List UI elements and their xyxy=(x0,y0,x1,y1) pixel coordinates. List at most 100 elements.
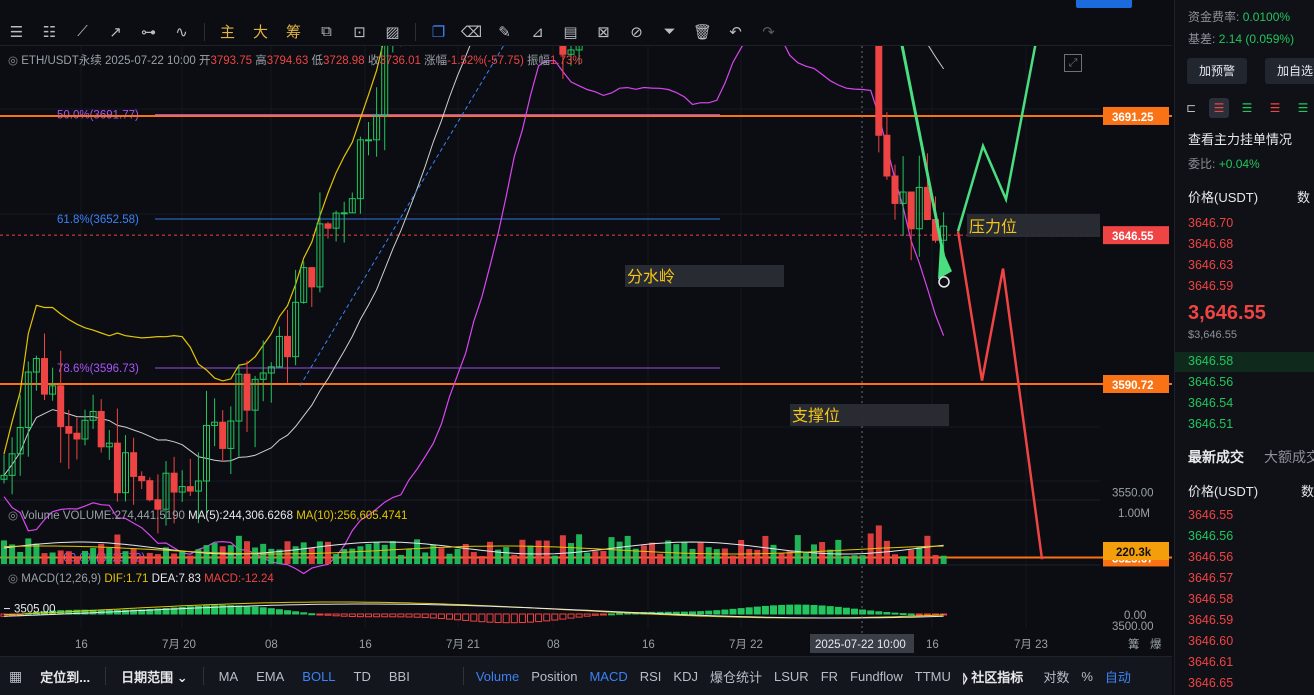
bid-price[interactable]: 3646.51 xyxy=(1188,417,1234,431)
trades-tab[interactable]: 最新成交 xyxy=(1188,449,1244,465)
volume-bar xyxy=(892,554,898,564)
pen-icon[interactable]: ✎ xyxy=(498,23,511,41)
magnet-icon[interactable]: ⧉ xyxy=(321,23,332,40)
wave-icon[interactable]: ∿ xyxy=(175,23,188,41)
last-price: 3,646.55 xyxy=(1188,302,1266,324)
lock-icon[interactable]: ⊠ xyxy=(597,23,610,41)
filter-icon[interactable]: ⏷ xyxy=(663,23,676,40)
sub-fundflow[interactable]: Fundflow xyxy=(850,668,903,684)
amp-value: 1.73% xyxy=(550,55,583,67)
sub-liquidation[interactable]: 爆仓统计 xyxy=(709,669,762,685)
expand-icon[interactable]: ⤢ xyxy=(1064,54,1082,72)
compact-icon[interactable]: ☰ xyxy=(1297,101,1309,115)
bid-price[interactable]: 3646.56 xyxy=(1188,375,1234,389)
indicator-boll[interactable]: BOLL xyxy=(302,668,336,684)
chips-button[interactable]: 筹 xyxy=(285,24,301,41)
hline-icon[interactable]: ☷ xyxy=(42,23,57,41)
candle-body xyxy=(267,366,275,374)
log-toggle[interactable]: 对数 xyxy=(1043,669,1070,685)
undo-icon[interactable]: ↶ xyxy=(729,23,742,41)
bar-divider xyxy=(462,667,464,685)
macd-bar xyxy=(502,613,510,624)
ask-price[interactable]: 3646.63 xyxy=(1188,258,1234,272)
volume-bar xyxy=(786,551,793,564)
clipboard-icon[interactable]: ▤ xyxy=(563,23,578,41)
macd-bar xyxy=(778,604,786,615)
big-trades-tab[interactable]: 大额成交 xyxy=(1264,449,1314,465)
trash-icon[interactable]: 🗑 xyxy=(692,23,713,41)
big-order-button[interactable]: 大 xyxy=(252,24,268,41)
volume-bar xyxy=(738,539,745,564)
trendline-icon[interactable]: ⟋ xyxy=(77,23,88,40)
ask-price[interactable]: 3646.68 xyxy=(1188,237,1234,251)
measure-icon[interactable]: ⊿ xyxy=(531,23,544,41)
sub-macd[interactable]: MACD xyxy=(589,668,628,684)
indicator-td[interactable]: TD xyxy=(353,668,371,684)
menu-icon[interactable]: ☰ xyxy=(9,23,24,41)
copy-icon[interactable]: ❐ xyxy=(431,23,446,41)
sub-ttmu[interactable]: TTMU xyxy=(914,668,951,684)
time-tick-label: 7月 23 xyxy=(1014,639,1048,651)
date-range-button[interactable]: 日期范围 ⌄ xyxy=(121,669,188,685)
volume-bar xyxy=(316,541,323,564)
depth-icon[interactable]: ⊏ xyxy=(1185,101,1197,115)
eye-icon[interactable]: ◎ xyxy=(8,510,19,522)
qty-header: 数 xyxy=(1297,190,1311,205)
sub-position[interactable]: Position xyxy=(531,668,578,684)
bid-price[interactable]: 3646.58 xyxy=(1188,354,1234,368)
macd-bar xyxy=(899,613,907,616)
link-icon[interactable]: ⊘ xyxy=(630,23,643,41)
volume-bar xyxy=(843,555,850,564)
trade-price: 3646.55 xyxy=(1188,508,1234,522)
sub-fr[interactable]: FR xyxy=(820,668,839,684)
bid-price[interactable]: 3646.54 xyxy=(1188,396,1234,410)
candle-body xyxy=(81,419,89,440)
volume-bar xyxy=(462,543,469,564)
locate-button[interactable]: 定位到... xyxy=(40,669,91,685)
volume-bar xyxy=(592,551,599,564)
volume-label: Volume xyxy=(21,510,60,522)
candle-body xyxy=(875,46,883,136)
volume-bar xyxy=(349,548,356,564)
ray-icon[interactable]: ↗ xyxy=(109,23,122,41)
bids-only-icon[interactable]: ☰ xyxy=(1241,101,1253,115)
indicator-bbi[interactable]: BBI xyxy=(388,668,410,684)
add-alert-button[interactable]: 加预警 xyxy=(1187,58,1248,84)
candle-body xyxy=(162,472,170,510)
top-action-button[interactable] xyxy=(1076,0,1132,8)
community-indicators[interactable]: ⦊ 社区指标 xyxy=(957,667,1029,686)
asks-only-icon[interactable]: ☰ xyxy=(1269,101,1281,115)
resistance-label: 压力位 xyxy=(969,218,1017,236)
ask-price[interactable]: 3646.70 xyxy=(1188,216,1234,230)
pattern-icon[interactable]: ▨ xyxy=(385,23,400,41)
sub-lsur[interactable]: LSUR xyxy=(774,668,809,684)
main-force-button[interactable]: 主 xyxy=(219,24,235,41)
trades-price-header: 价格(USDT) xyxy=(1188,484,1259,499)
sub-kdj[interactable]: KDJ xyxy=(673,668,698,684)
volume-bar xyxy=(495,549,502,564)
candlestick-chart[interactable]: 0.0%(3857.82)23.6%(3779.44)38.2%(3730.96… xyxy=(0,46,1172,656)
indicator-ema[interactable]: EMA xyxy=(256,668,285,684)
percent-toggle[interactable]: % xyxy=(1081,668,1093,684)
ruler-icon[interactable]: ⊡ xyxy=(353,23,366,41)
volume-bar xyxy=(527,545,534,564)
macd-bar xyxy=(203,605,210,615)
sub-volume[interactable]: Volume xyxy=(475,668,520,684)
auto-toggle[interactable]: 自动 xyxy=(1104,669,1131,685)
last-price-usd: $3,646.55 xyxy=(1188,329,1237,341)
orderbook-title[interactable]: 查看主力挂单情况 xyxy=(1188,132,1293,147)
indicator-ma[interactable]: MA xyxy=(218,668,239,684)
volume-legend: ◎ Volume VOLUME:274,441.5190 MA(5):244,3… xyxy=(8,508,407,522)
both-sides-icon[interactable]: ☰ xyxy=(1209,98,1229,118)
sub-rsi[interactable]: RSI xyxy=(639,668,662,684)
add-watchlist-button[interactable]: 加自选 xyxy=(1265,58,1314,84)
eye-icon[interactable]: ◎ xyxy=(8,573,19,585)
ask-price[interactable]: 3646.59 xyxy=(1188,279,1234,293)
eraser-icon[interactable]: ⌫ xyxy=(460,23,483,41)
grid-icon[interactable]: ▦ xyxy=(9,667,23,684)
horizontal-icon[interactable]: ⊶ xyxy=(141,23,156,41)
eye-icon[interactable]: ◎ xyxy=(8,55,19,67)
redo-icon[interactable]: ↷ xyxy=(762,23,775,41)
macd-bar xyxy=(867,610,875,615)
